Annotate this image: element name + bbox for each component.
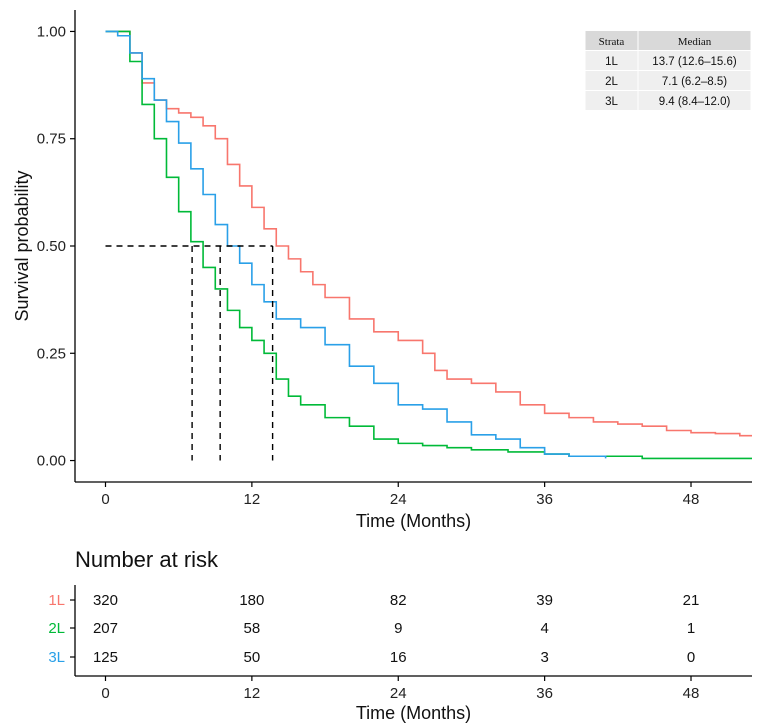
survival-curve-3L	[105, 30, 607, 459]
risk-count: 0	[687, 649, 695, 666]
y-axis-title: Survival probability	[12, 170, 32, 321]
x-tick-label: 12	[244, 491, 261, 508]
risk-count: 21	[683, 592, 700, 609]
x-tick-label: 24	[390, 491, 407, 508]
risk-row-label-3L: 3L	[48, 649, 65, 666]
risk-x-tick-label: 24	[390, 685, 407, 702]
risk-x-tick-label: 48	[683, 685, 700, 702]
y-tick-label: 0.75	[37, 131, 66, 148]
risk-x-tick-label: 12	[244, 685, 261, 702]
risk-count: 3	[540, 649, 548, 666]
median-table-cell-bg	[585, 71, 638, 90]
risk-count: 207	[93, 620, 118, 637]
median-table-cell-bg	[585, 91, 638, 110]
risk-row-label-2L: 2L	[48, 620, 65, 637]
y-tick-label: 0.25	[37, 345, 66, 362]
survival-curve-1L	[105, 30, 752, 437]
risk-table-title: Number at risk	[75, 547, 219, 572]
risk-count: 39	[536, 592, 553, 609]
risk-count: 180	[239, 592, 264, 609]
median-table-strata: 3L	[605, 96, 618, 108]
y-tick-label: 1.00	[37, 23, 66, 40]
x-tick-label: 36	[536, 491, 553, 508]
median-table-value: 7.1 (6.2–8.5)	[662, 76, 727, 88]
median-table-header: Strata	[599, 36, 625, 48]
risk-count: 1	[687, 620, 695, 637]
y-axis-ticks: 0.00 0.25 0.50 0.75 1.00	[37, 23, 75, 470]
median-table-header: Median	[678, 36, 712, 48]
median-table-value: 9.4 (8.4–12.0)	[659, 96, 731, 108]
risk-row-label-1L: 1L	[48, 592, 65, 609]
risk-count: 58	[244, 620, 261, 637]
median-table-value: 13.7 (12.6–15.6)	[652, 56, 737, 68]
risk-x-tick-label: 36	[536, 685, 553, 702]
median-table-cell-bg	[638, 51, 751, 70]
risk-count: 82	[390, 592, 407, 609]
median-table-header-cell	[585, 31, 638, 50]
risk-x-axis-ticks: 0 12 24 36 48	[101, 676, 699, 702]
risk-count: 9	[394, 620, 402, 637]
risk-count: 320	[93, 592, 118, 609]
x-tick-label: 48	[683, 491, 700, 508]
x-axis-title: Time (Months)	[356, 511, 471, 531]
median-table-strata: 2L	[605, 76, 618, 88]
x-axis-ticks: 0 12 24 36 48	[101, 482, 699, 508]
risk-table-rows: 1L 320 180 82 39 21 2L 207 58 9 4 1 3L 125 50 16 3 0	[48, 592, 699, 666]
median-reference-lines	[105, 245, 274, 461]
risk-table: Number at risk 1L 320 180 82 39 21 2L 207 58 9 4 1 3…	[48, 547, 752, 723]
risk-count: 50	[244, 649, 261, 666]
median-table-strata: 1L	[605, 56, 618, 68]
y-tick-label: 0.00	[37, 453, 66, 470]
median-table-header-cell	[638, 31, 751, 50]
median-table-cell-bg	[585, 51, 638, 70]
risk-x-tick-label: 0	[101, 685, 109, 702]
risk-count: 4	[540, 620, 548, 637]
survival-plot: 0.00 0.25 0.50 0.75 1.00 0 12 24 36 48 Time (Mon…	[12, 10, 752, 531]
x-tick-label: 0	[101, 491, 109, 508]
median-table: Strata Median 1L 13.7 (12.6–15.6) 2L 7.1 (6.2…	[585, 31, 751, 110]
risk-count: 16	[390, 649, 407, 666]
risk-count: 125	[93, 649, 118, 666]
survival-curve-2L	[105, 30, 752, 460]
risk-x-axis-title: Time (Months)	[356, 703, 471, 723]
survival-curves	[105, 30, 752, 460]
median-table-cell-bg	[638, 71, 751, 90]
y-tick-label: 0.50	[37, 238, 66, 255]
median-table-cell-bg	[638, 91, 751, 110]
